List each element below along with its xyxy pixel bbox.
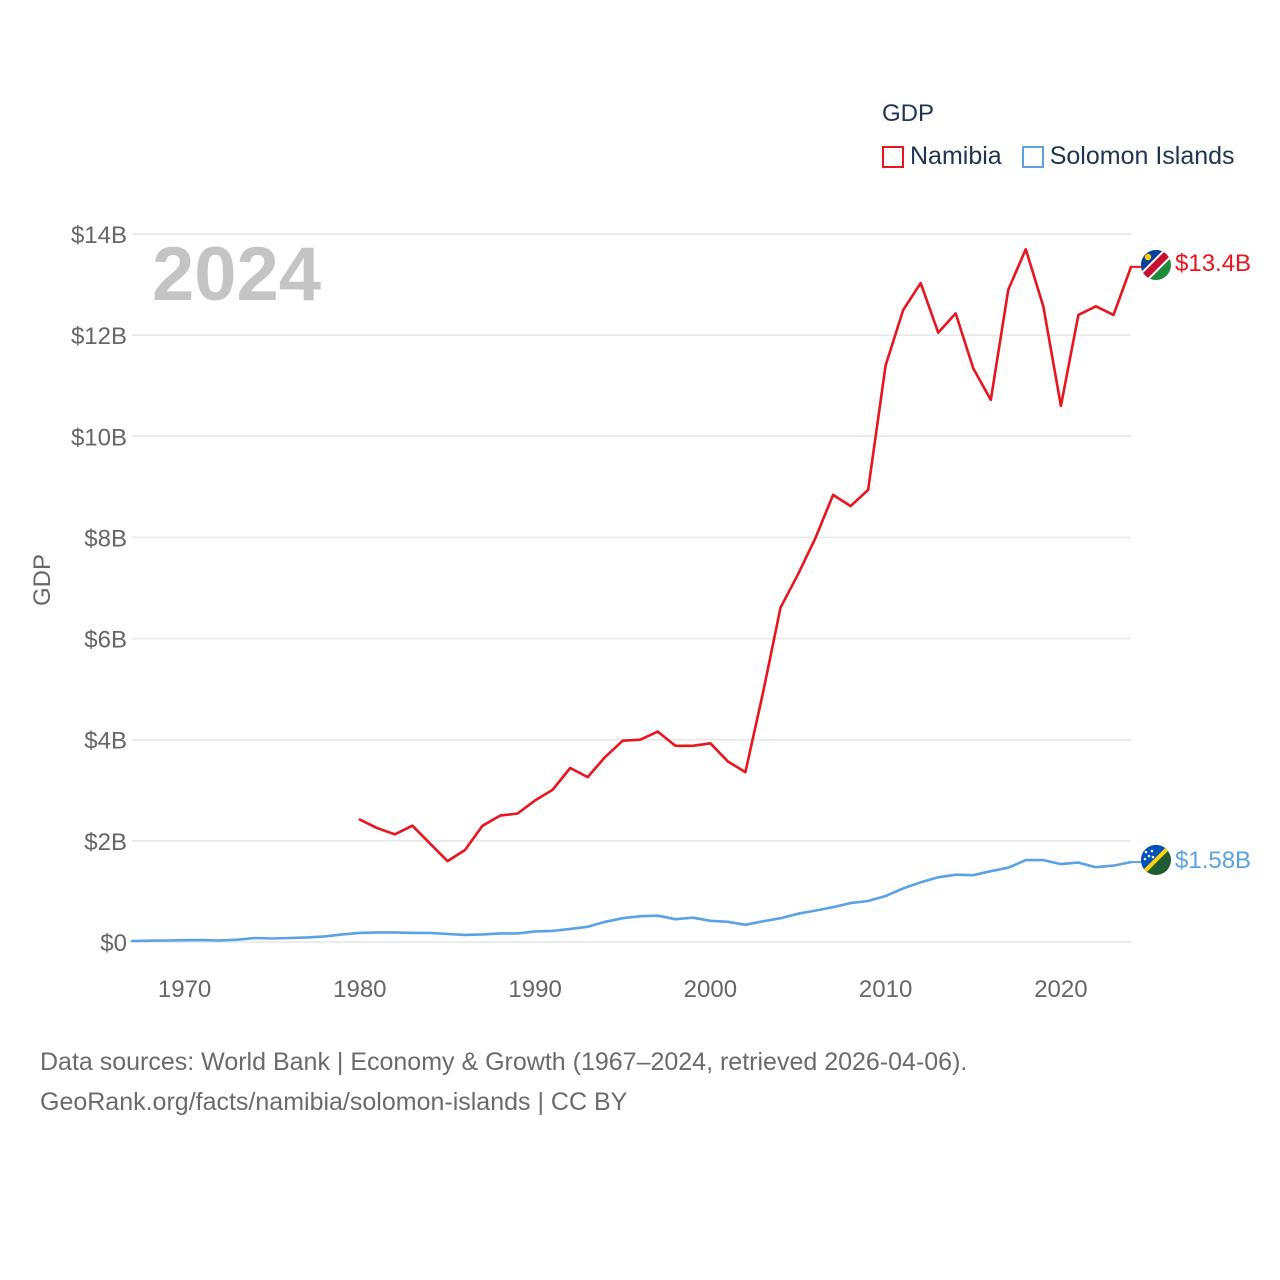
x-tick-label: 1990 [508, 976, 561, 1003]
legend-label-solomon-islands: Solomon Islands [1049, 142, 1235, 170]
y-tick-label: $6B [84, 627, 127, 654]
x-tick-label: 2000 [684, 976, 737, 1003]
y-tick-label: $10B [71, 424, 127, 451]
legend-title: GDP [882, 100, 935, 127]
series-layer [130, 247, 1141, 943]
footer: Data sources: World Bank | Economy & Gro… [40, 1042, 967, 1122]
y-tick-label: $8B [84, 525, 127, 552]
gridlines [132, 233, 1131, 943]
legend-label-namibia: Namibia [910, 142, 1002, 170]
legend-swatch-namibia [882, 145, 904, 168]
series-line-namibia [358, 247, 1133, 863]
namibia-end-label: $13.4B [1175, 250, 1251, 277]
y-tick-label: $0 [100, 930, 127, 957]
legend: Namibia Solomon Islands [882, 142, 1255, 171]
solomon-islands-end-label: $1.58B [1175, 847, 1251, 874]
y-axis-label: GDP [29, 554, 56, 606]
data-sources-text: Data sources: World Bank | Economy & Gro… [40, 1048, 968, 1076]
series-line-solomon-islands [130, 858, 1133, 943]
y-tick-label: $4B [84, 728, 127, 755]
y-tick-label: $12B [71, 323, 127, 350]
legend-item-solomon-islands[interactable]: Solomon Islands [1021, 142, 1235, 171]
source-link[interactable]: GeoRank.org/facts/namibia/solomon-island… [40, 1088, 628, 1116]
x-tick-label: 2010 [859, 976, 912, 1003]
x-tick-label: 2020 [1034, 976, 1087, 1003]
y-tick-label: $14B [71, 222, 127, 249]
x-tick-label: 1980 [333, 976, 386, 1003]
solomon-islands-flag-icon [1141, 845, 1171, 875]
legend-swatch-solomon-islands [1021, 145, 1044, 168]
y-tick-label: $2B [84, 829, 127, 856]
x-tick-label: 1970 [158, 976, 211, 1003]
year-watermark: 2024 [152, 232, 321, 317]
y-axis-ticks: $0 $2B $4B $6B $8B $10B $12B $14B [71, 222, 127, 957]
x-axis-ticks: 1970 1980 1990 2000 2010 2020 [158, 976, 1088, 1003]
legend-item-namibia[interactable]: Namibia [882, 142, 1002, 171]
namibia-flag-icon [1141, 250, 1171, 280]
